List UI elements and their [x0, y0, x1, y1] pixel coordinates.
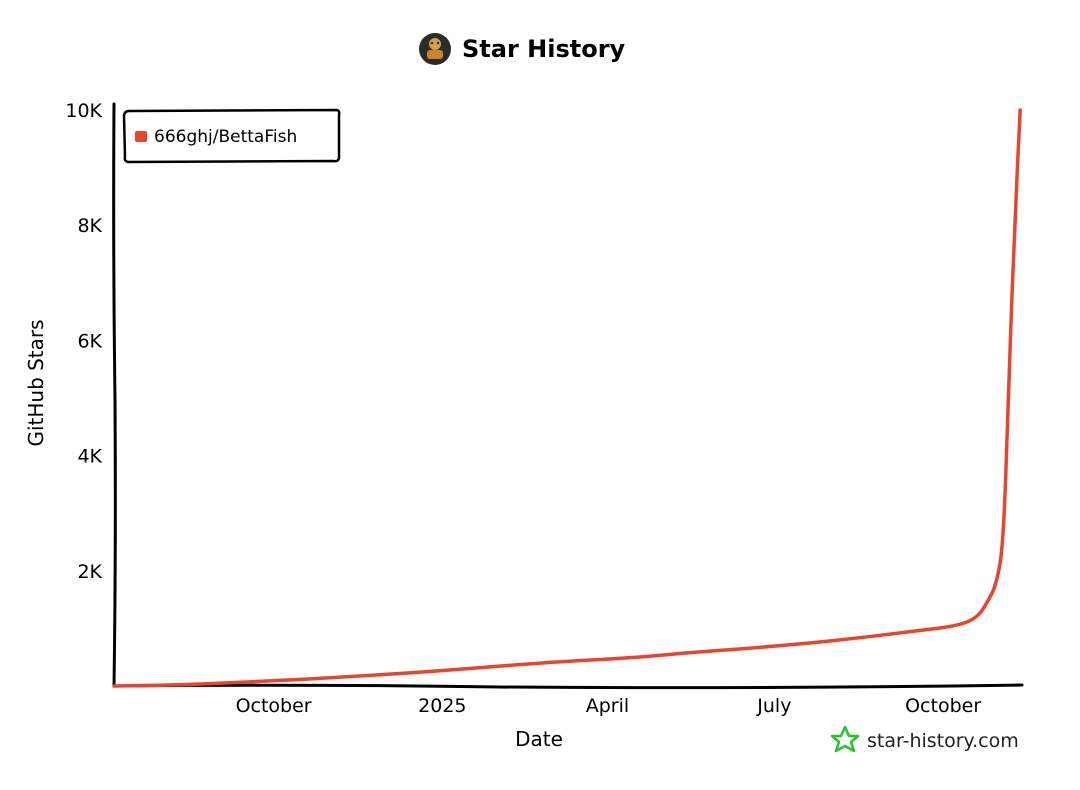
y-tick-label: 6K: [77, 330, 102, 352]
series-lines: [112, 108, 1022, 688]
chart-header: Star History: [419, 33, 626, 65]
y-tick-label: 2K: [77, 561, 102, 583]
x-tick-label: October: [905, 695, 981, 717]
y-axis-ticks: 2K 4K 6K 8K 10K: [65, 100, 102, 583]
x-tick-label: April: [586, 695, 629, 717]
y-axis-label: GitHub Stars: [24, 319, 48, 446]
avatar-icon: [419, 33, 451, 65]
chart-title: Star History: [462, 35, 626, 63]
y-axis-line: [112, 102, 117, 688]
watermark-text[interactable]: star-history.com: [867, 730, 1019, 752]
y-tick-label: 10K: [65, 100, 102, 122]
series-line: [112, 108, 1022, 688]
star-icon: [830, 725, 860, 753]
x-tick-label: October: [236, 695, 312, 717]
y-tick-label: 8K: [77, 215, 102, 237]
x-axis-label: Date: [515, 727, 563, 751]
axes: [112, 102, 1024, 690]
x-axis-line: [112, 683, 1024, 690]
x-axis-ticks: October 2025 April July October: [236, 695, 982, 717]
y-tick-label: 4K: [77, 446, 102, 468]
legend-label: 666ghj/BettaFish: [154, 127, 297, 147]
legend-box: [122, 108, 341, 164]
x-tick-label: July: [756, 695, 791, 717]
watermark[interactable]: star-history.com: [830, 725, 1019, 753]
x-tick-label: 2025: [418, 695, 466, 717]
legend-swatch: [135, 131, 147, 142]
legend: 666ghj/BettaFish: [122, 108, 341, 164]
